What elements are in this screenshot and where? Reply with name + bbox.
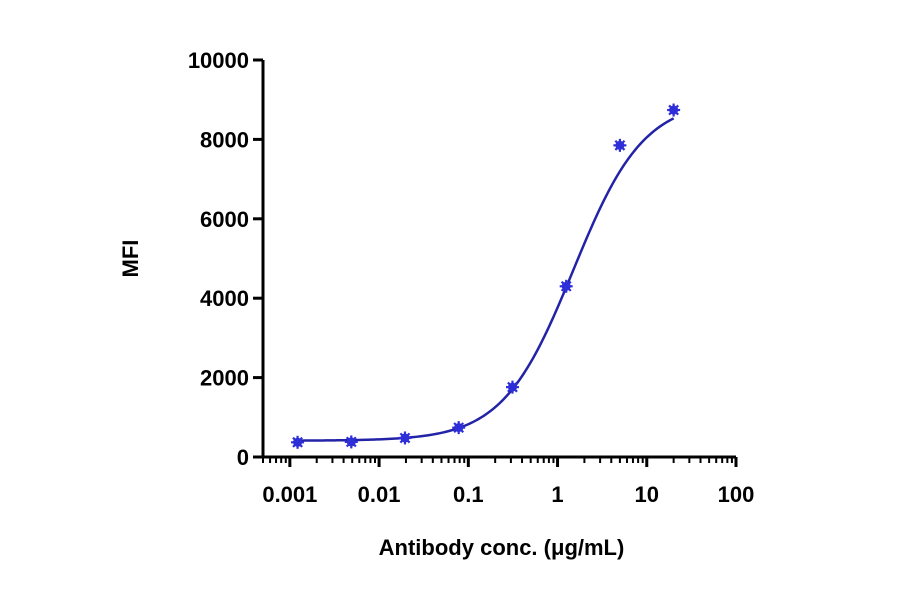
data-point <box>344 435 358 449</box>
x-tick-label: 0.1 <box>453 482 484 507</box>
data-point <box>505 380 519 394</box>
data-point <box>667 103 681 117</box>
x-tick-label: 0.001 <box>262 482 317 507</box>
y-tick-label: 10000 <box>188 48 249 73</box>
axes <box>261 60 736 459</box>
x-axis-title: Antibody conc. (μg/mL) <box>379 535 625 560</box>
data-point <box>613 138 627 152</box>
data-point <box>452 421 466 435</box>
x-tick-label: 100 <box>718 482 755 507</box>
y-tick-label: 6000 <box>200 207 249 232</box>
y-tick-label: 8000 <box>200 127 249 152</box>
data-point <box>291 435 305 449</box>
data-points <box>291 103 681 449</box>
x-tick-label: 1 <box>551 482 563 507</box>
data-point <box>559 279 573 293</box>
data-point <box>398 431 412 445</box>
x-tick-label: 10 <box>635 482 659 507</box>
x-tick-label: 0.01 <box>358 482 401 507</box>
y-ticks: 0 2000 4000 6000 8000 10000 <box>188 48 263 470</box>
y-tick-label: 4000 <box>200 286 249 311</box>
y-axis-title: MFI <box>118 240 143 278</box>
y-tick-label: 2000 <box>200 366 249 391</box>
y-tick-label: 0 <box>237 445 249 470</box>
x-ticks: 0.001 0.01 0.1 1 10 100 <box>262 457 754 507</box>
fit-curve <box>297 117 675 442</box>
